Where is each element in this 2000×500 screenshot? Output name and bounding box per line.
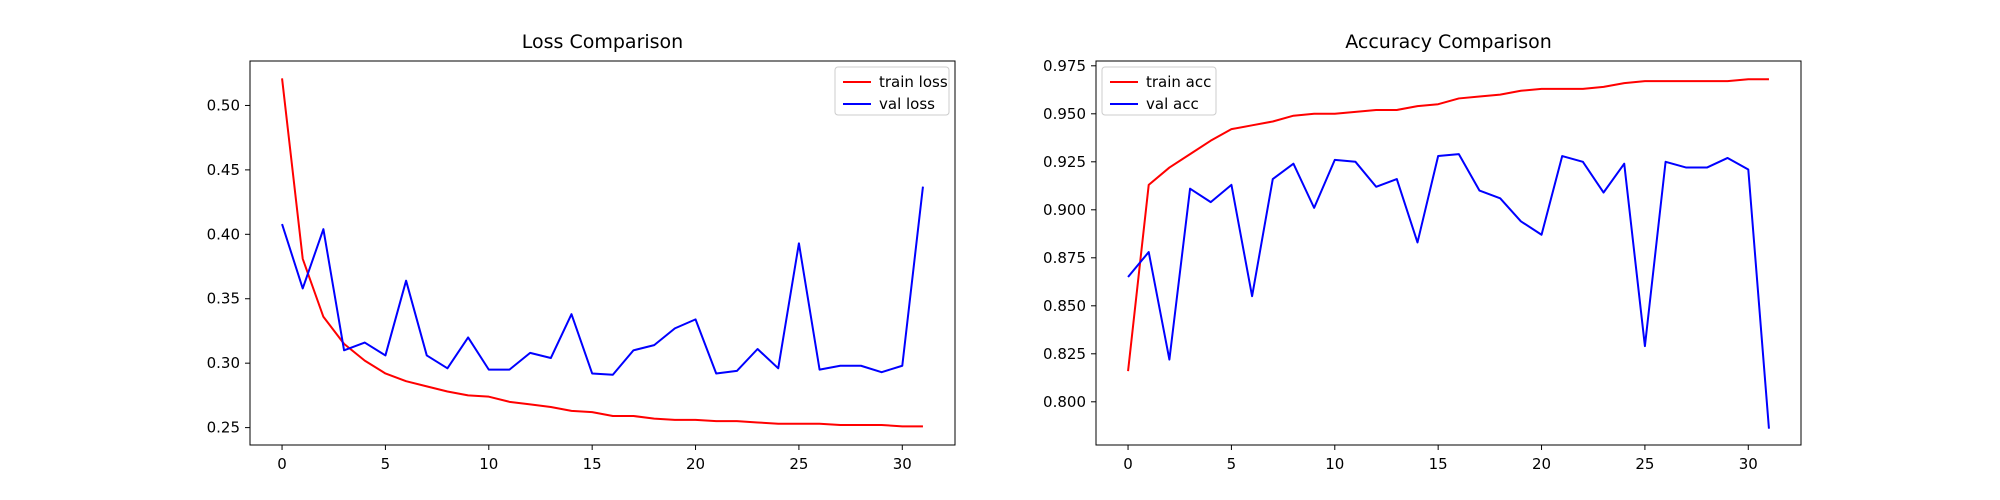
series-layer: [1127, 78, 1770, 429]
series-line-train-loss: [281, 78, 923, 428]
x-tick-label: 15: [583, 455, 602, 473]
loss-chart: Loss Comparison 0 5 10 15 20 25 30 0.25 0.30 0.3…: [207, 31, 956, 473]
y-tick-label: 0.950: [1043, 105, 1086, 123]
y-tick-label: 0.900: [1043, 201, 1086, 219]
y-tick-label: 0.875: [1043, 249, 1086, 267]
x-tick-label: 5: [381, 455, 391, 473]
x-tick-label: 10: [1325, 455, 1344, 473]
axes-frame: [249, 60, 956, 446]
chart-title: Accuracy Comparison: [1345, 31, 1552, 53]
y-tick-label: 0.30: [207, 354, 240, 372]
y-tick-label: 0.35: [207, 290, 240, 308]
x-axis: 0 5 10 15 20 25 30: [1123, 445, 1758, 473]
x-tick-label: 15: [1429, 455, 1448, 473]
x-tick-label: 25: [789, 455, 808, 473]
x-tick-label: 20: [1532, 455, 1551, 473]
x-tick-label: 25: [1635, 455, 1654, 473]
x-tick-label: 30: [1739, 455, 1758, 473]
accuracy-chart: Accuracy Comparison 0 5 10 15 20 25 30 0.8000.…: [1043, 31, 1802, 473]
x-tick-label: 0: [1123, 455, 1133, 473]
series-line-train-acc: [1127, 78, 1769, 372]
legend-label: val acc: [1146, 95, 1199, 113]
x-axis: 0 5 10 15 20 25 30: [277, 445, 912, 473]
y-tick-label: 0.800: [1043, 393, 1086, 411]
x-tick-label: 30: [893, 455, 912, 473]
x-tick-label: 10: [479, 455, 498, 473]
y-tick-label: 0.45: [207, 161, 240, 179]
series-line-val-loss: [281, 186, 924, 376]
x-tick-label: 0: [277, 455, 287, 473]
legend-label: train loss: [879, 73, 948, 91]
legend-label: train acc: [1146, 73, 1211, 91]
legend: train acc val acc: [1101, 66, 1217, 116]
series-line-val-acc: [1127, 153, 1770, 429]
axes-frame: [1095, 60, 1802, 446]
chart-title: Loss Comparison: [522, 31, 683, 53]
y-tick-label: 0.825: [1043, 345, 1086, 363]
series-layer: [281, 78, 924, 428]
y-tick-label: 0.25: [207, 419, 240, 437]
y-tick-label: 0.50: [207, 96, 240, 114]
legend: train loss val loss: [834, 66, 950, 116]
y-tick-label: 0.975: [1043, 57, 1086, 75]
y-axis: 0.25 0.30 0.35 0.40 0.45 0.50: [207, 96, 250, 437]
y-tick-label: 0.40: [207, 225, 240, 243]
legend-label: val loss: [879, 95, 935, 113]
y-tick-label: 0.850: [1043, 297, 1086, 315]
x-tick-label: 5: [1227, 455, 1237, 473]
y-tick-label: 0.925: [1043, 153, 1086, 171]
y-axis: 0.800 0.825 0.850 0.875 0.900 0.925 0.950 0.975: [1043, 57, 1096, 411]
x-tick-label: 20: [686, 455, 705, 473]
